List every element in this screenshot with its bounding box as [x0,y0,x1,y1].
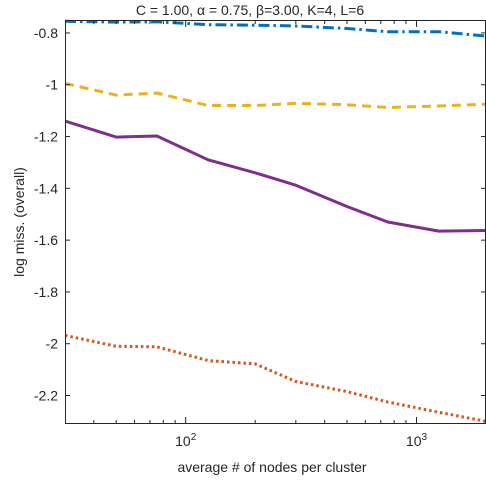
plot-area [65,20,486,424]
y-tick-label: -2.2 [34,388,58,404]
y-tick-label: -1 [46,77,59,93]
series-line-solid [65,119,486,233]
chart-title: C = 1.00, α = 0.75, β=3.00, K=4, L=6 [136,2,364,18]
y-tick-label: -1.4 [34,180,58,196]
y-tick-label: -1.8 [34,284,58,300]
y-axis-label: log miss. (overall) [11,167,27,277]
x-axis-label: average # of nodes per cluster [177,459,366,475]
ticks-layer: -0.8 -1 -1.2 -1.4 -1.6 -1.8 -2 -2.2 102 103 [34,20,486,449]
y-tick-label: -2 [46,336,59,352]
series-line-dashdot [65,19,486,38]
series-layer [65,19,486,423]
y-tick-label: -1.2 [34,129,58,145]
y-tick-label: -0.8 [34,25,58,41]
series-line-dashed [65,81,486,109]
x-tick-label: 102 [175,432,197,449]
y-tick-label: -1.6 [34,232,58,248]
x-tick-label: 103 [406,432,428,449]
series-line-dotted [65,333,486,423]
